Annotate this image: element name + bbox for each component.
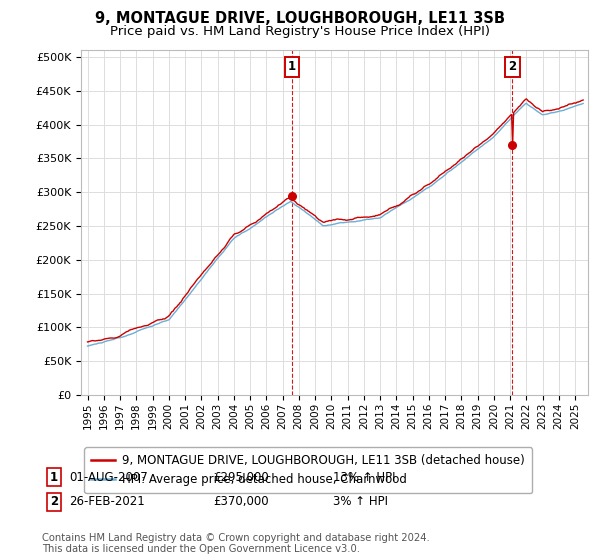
Legend: 9, MONTAGUE DRIVE, LOUGHBOROUGH, LE11 3SB (detached house), HPI: Average price, : 9, MONTAGUE DRIVE, LOUGHBOROUGH, LE11 3S… — [85, 447, 532, 493]
Text: 1: 1 — [288, 60, 296, 73]
Text: 13% ↑ HPI: 13% ↑ HPI — [333, 470, 395, 484]
Text: Contains HM Land Registry data © Crown copyright and database right 2024.
This d: Contains HM Land Registry data © Crown c… — [42, 533, 430, 554]
Text: 9, MONTAGUE DRIVE, LOUGHBOROUGH, LE11 3SB: 9, MONTAGUE DRIVE, LOUGHBOROUGH, LE11 3S… — [95, 11, 505, 26]
Text: 26-FEB-2021: 26-FEB-2021 — [69, 495, 145, 508]
Text: 1: 1 — [50, 470, 58, 484]
Text: £370,000: £370,000 — [213, 495, 269, 508]
Text: £295,000: £295,000 — [213, 470, 269, 484]
Text: Price paid vs. HM Land Registry's House Price Index (HPI): Price paid vs. HM Land Registry's House … — [110, 25, 490, 38]
Text: 2: 2 — [50, 495, 58, 508]
Text: 01-AUG-2007: 01-AUG-2007 — [69, 470, 148, 484]
Text: 3% ↑ HPI: 3% ↑ HPI — [333, 495, 388, 508]
Text: 2: 2 — [508, 60, 517, 73]
